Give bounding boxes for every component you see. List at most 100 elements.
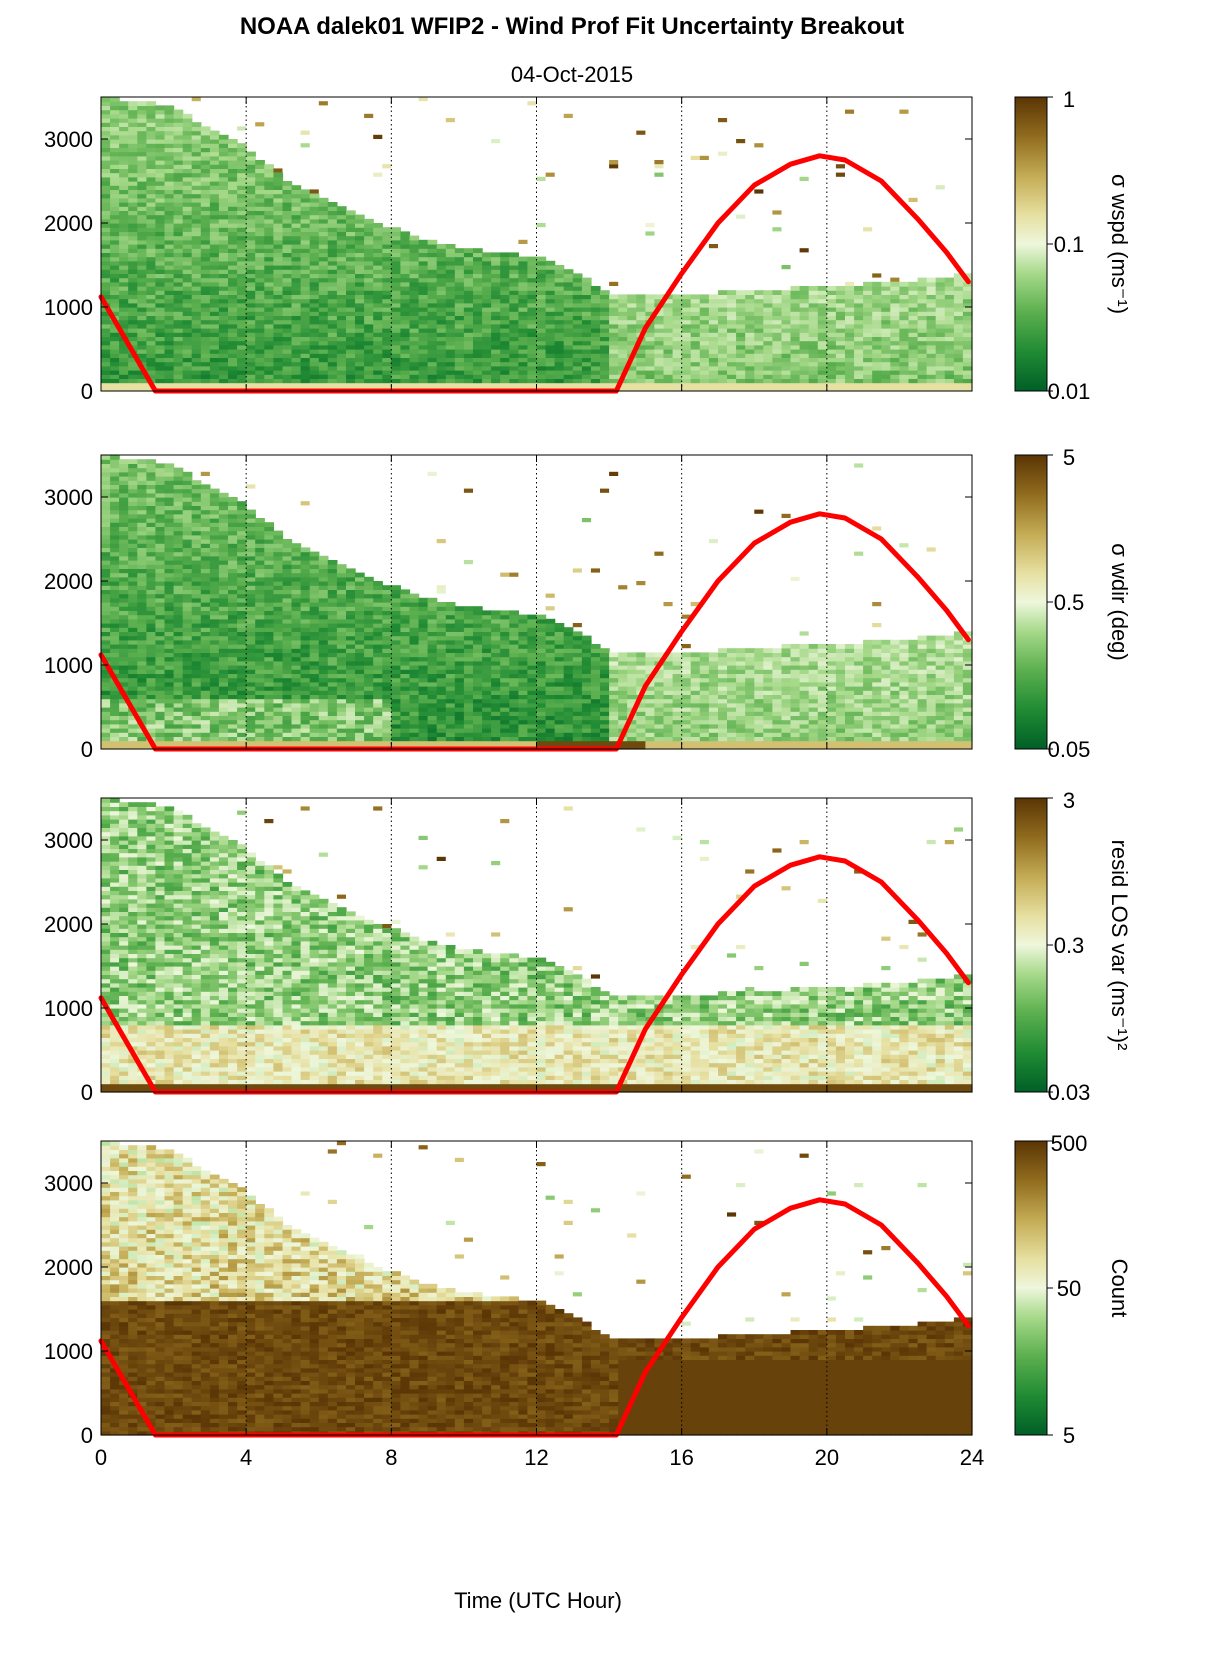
heatmap-cell (953, 307, 964, 312)
heatmap-cell (763, 307, 773, 312)
heatmap-cell (155, 311, 166, 316)
heatmap-cell (327, 206, 338, 211)
heatmap-cell (164, 597, 175, 603)
heatmap-cell (155, 719, 166, 725)
heatmap-cell (282, 231, 293, 237)
heatmap-cell (200, 164, 211, 169)
heatmap-cell (228, 378, 238, 384)
heatmap-cell (845, 353, 855, 358)
heatmap-cell (137, 176, 147, 182)
heatmap-cell (763, 328, 773, 333)
heatmap-cell (255, 290, 265, 295)
heatmap-cell (200, 488, 211, 494)
heatmap-cell (246, 365, 256, 371)
heatmap-cell (137, 235, 147, 241)
heatmap-cell (908, 357, 919, 363)
heatmap-cell (128, 269, 138, 274)
heatmap-cell (237, 311, 247, 316)
heatmap-cell (173, 231, 184, 237)
heatmap-cell (237, 273, 247, 279)
heatmap-cell (282, 302, 293, 308)
heatmap-cell (228, 315, 238, 321)
heatmap-cell (255, 374, 265, 379)
heatmap-cell (436, 248, 447, 253)
heatmap-cell (119, 382, 129, 388)
heatmap-cell (146, 302, 157, 308)
heatmap-cell (872, 336, 882, 342)
heatmap-cell (572, 349, 583, 354)
heatmap-cell (727, 332, 737, 337)
heatmap-cell (309, 277, 320, 283)
heatmap-cell (373, 353, 383, 358)
heatmap-cell (237, 627, 247, 632)
heatmap-cell (935, 328, 946, 333)
heatmap-cell (128, 568, 138, 574)
heatmap-cell (645, 231, 655, 236)
heatmap-cell (427, 328, 438, 333)
heatmap-cell (155, 239, 166, 245)
heatmap-cell (672, 298, 683, 304)
heatmap-cell (110, 707, 120, 712)
heatmap-cell (191, 273, 202, 279)
heatmap-cell (164, 281, 175, 287)
heatmap-cell (273, 382, 284, 388)
heatmap-cell (309, 302, 320, 308)
heatmap-cell (182, 589, 193, 595)
heatmap-cell (228, 189, 238, 195)
heatmap-cell (536, 357, 547, 363)
heatmap-cell (273, 707, 284, 712)
heatmap-cell (110, 534, 120, 540)
heatmap-cell (482, 269, 492, 274)
heatmap-cell (255, 357, 265, 363)
heatmap-cell (273, 374, 284, 379)
heatmap-cell (146, 589, 157, 595)
heatmap-cell (600, 349, 610, 354)
heatmap-cell (835, 323, 846, 329)
heatmap-cell (872, 357, 882, 363)
heatmap-cell (609, 294, 619, 300)
heatmap-cell (182, 564, 193, 569)
heatmap-cell (228, 686, 238, 691)
heatmap-cell (799, 248, 809, 253)
heatmap-cell (146, 488, 157, 494)
heatmap-cell (246, 340, 256, 346)
heatmap-cell (164, 231, 175, 237)
heatmap-cell (218, 235, 229, 241)
heatmap-cell (518, 328, 529, 333)
heatmap-cell (209, 160, 220, 165)
heatmap-cell (554, 328, 565, 333)
heatmap-cell (255, 518, 265, 523)
heatmap-cell (355, 248, 365, 253)
heatmap-cell (962, 294, 973, 300)
heatmap-cell (191, 370, 202, 375)
heatmap-cell (200, 484, 211, 490)
heatmap-cell (146, 501, 157, 506)
heatmap-cell (772, 319, 783, 325)
heatmap-cell (663, 340, 674, 346)
heatmap-cell (473, 256, 483, 262)
heatmap-cell (209, 564, 220, 569)
heatmap-cell (872, 344, 882, 350)
heatmap-cell (200, 702, 211, 708)
heatmap-cell (645, 370, 656, 375)
heatmap-cell (527, 365, 538, 371)
heatmap-cell (228, 248, 238, 253)
heatmap-cell (391, 302, 401, 308)
heatmap-cell (200, 349, 211, 354)
heatmap-cell (155, 543, 166, 548)
heatmap-cell (382, 361, 392, 367)
heatmap-cell (627, 336, 637, 342)
heatmap-cell (418, 315, 429, 321)
heatmap-cell (218, 681, 229, 687)
heatmap-cell (282, 256, 293, 262)
heatmap-cell (119, 656, 129, 662)
heatmap-cell (218, 656, 229, 662)
heatmap-cell (101, 564, 111, 569)
heatmap-cell (264, 635, 274, 641)
sun-elevation-curve (98, 153, 971, 394)
heatmap-cell (708, 353, 719, 358)
heatmap-cell (255, 715, 265, 721)
heatmap-cell (826, 315, 837, 321)
heatmap-cell (209, 522, 220, 527)
heatmap-cell (264, 168, 274, 174)
